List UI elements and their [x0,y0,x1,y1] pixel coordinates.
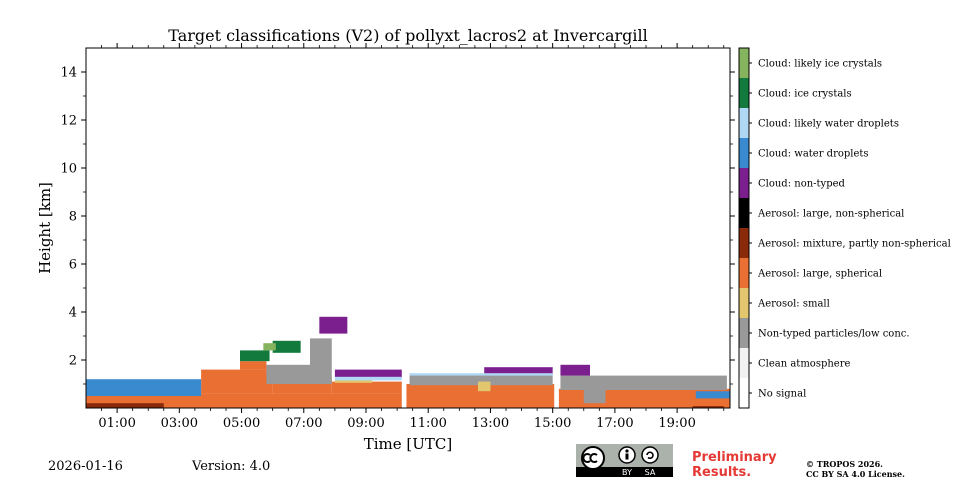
preliminary-results-line2: Results. [692,465,751,480]
legend-swatch-11 [739,48,749,78]
legend-swatch-0 [739,378,749,408]
sa-arrow-glyph [646,451,654,460]
classification-regions [86,316,730,408]
region-26-cloud-likely-ice-crystals [263,343,276,351]
region-8-aerosol-mixture-partly-non-spherical [692,406,724,408]
region-7-aerosol-mixture-partly-non-spherical [86,403,164,408]
license-by-label: BY [622,468,632,477]
region-23-cloud-likely-water-droplets [409,373,553,376]
x-tick-label: 07:00 [285,416,322,431]
cc-icon [581,446,605,470]
x-axis: 01:00 03:00 05:00 07:00 09:00 11:00 13:00 15:00… [98,43,725,431]
legend-label: Aerosol: large, spherical [757,269,882,280]
region-15-non-typed-particles-low-conc- [583,390,606,404]
region-22-cloud-likely-water-droplets [334,376,402,381]
sa-share-alike-icon [641,446,659,464]
legend-label: Cloud: water droplets [758,149,869,160]
region-0-aerosol-large-spherical [86,393,402,408]
colorbar-legend: No signal Clean atmosphere Non-typed parti… [739,48,951,408]
legend-swatch-6 [739,198,749,228]
legend-swatch-4 [739,258,749,288]
by-person-body [625,453,629,460]
y-axis-label: Height [km] [36,182,54,274]
x-tick-label: 03:00 [161,416,198,431]
region-20-cloud-non-typed [560,364,590,376]
y-tick-label: 14 [60,66,77,81]
plot-area [85,47,731,409]
legend-label: Aerosol: mixture, partly non-spherical [757,239,951,250]
legend-label: Clean atmosphere [758,359,851,370]
copyright-line1: © TROPOS 2026. [806,459,883,469]
legend-label: Aerosol: small [757,299,830,310]
region-3-aerosol-large-spherical [331,381,402,394]
region-13-non-typed-particles-low-conc- [409,374,553,386]
cc-license-badge: BY SA [576,444,673,477]
x-tick-label: 01:00 [98,416,135,431]
x-tick-label: 05:00 [223,416,260,431]
legend-swatch-9 [739,108,749,138]
chart-title: Target classifications (V2) of pollyxt_l… [168,26,647,45]
region-24-cloud-ice-crystals [240,350,270,362]
region-9-cloud-water-droplets [86,379,202,396]
cc-letters-glyph [582,453,598,463]
x-tick-label: 11:00 [409,416,446,431]
legend-label: Cloud: non-typed [758,179,846,190]
region-12-non-typed-particles-low-conc- [310,338,332,384]
legend-swatch-1 [739,348,749,378]
y-tick-label: 6 [69,258,77,273]
legend-swatch-5 [739,228,749,258]
region-10-cloud-water-droplets [695,391,730,399]
region-14-non-typed-particles-low-conc- [560,375,727,390]
y-tick-label: 2 [69,354,77,369]
legend-label: Cloud: likely water droplets [758,119,899,130]
region-1-aerosol-large-spherical [201,369,273,394]
footer-date: 2026-01-16 [48,459,123,474]
legend-label: Cloud: ice crystals [758,89,852,100]
legend-label: Aerosol: large, non-spherical [757,209,904,220]
x-tick-label: 13:00 [472,416,509,431]
x-tick-label: 19:00 [658,416,695,431]
by-person-head [625,449,629,453]
x-tick-label: 15:00 [534,416,571,431]
x-tick-label: 17:00 [596,416,633,431]
region-25-cloud-ice-crystals [272,340,301,353]
y-axis: 2 4 6 8 10 12 14 [60,66,735,385]
y-tick-label: 12 [60,114,77,129]
region-18-cloud-non-typed [334,369,402,378]
cc-badge-strip [576,467,673,477]
legend-swatch-10 [739,78,749,108]
plot-frame [85,47,731,409]
legend-label: Cloud: likely ice crystals [758,59,882,70]
colorbar-frame [738,47,750,409]
region-19-cloud-non-typed [484,367,553,375]
x-axis-label: Time [UTC] [364,435,453,453]
legend-swatch-8 [739,138,749,168]
region-17-aerosol-small [478,381,491,392]
x-tick-label: 09:00 [347,416,384,431]
copyright-line2: CC BY SA 4.0 License. [806,469,905,479]
license-sa-label: SA [645,468,656,477]
region-6-aerosol-large-spherical [240,361,267,370]
preliminary-results-line1: Preliminary [692,450,777,465]
footer-version: Version: 4.0 [191,459,270,474]
y-tick-label: 10 [60,162,77,177]
y-tick-label: 4 [69,306,77,321]
region-21-cloud-non-typed [319,316,348,334]
y-tick-label: 8 [69,210,77,225]
legend-label: Non-typed particles/low conc. [758,329,910,340]
legend-swatch-2 [739,318,749,348]
plot-background [86,48,730,408]
legend-swatch-7 [739,168,749,198]
legend-swatch-3 [739,288,749,318]
legend-label: No signal [758,389,806,400]
